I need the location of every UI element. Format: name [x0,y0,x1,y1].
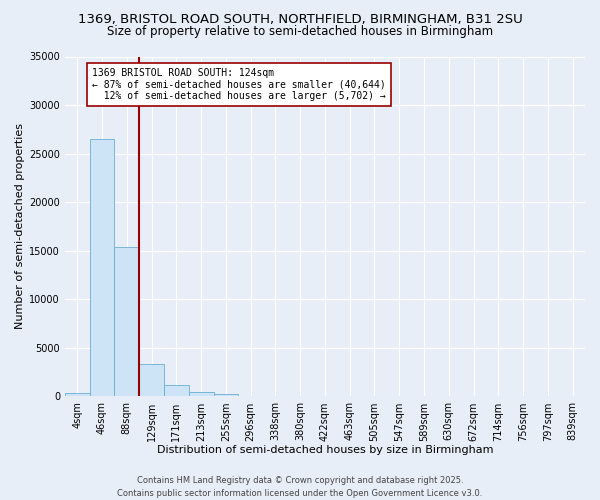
Text: 1369, BRISTOL ROAD SOUTH, NORTHFIELD, BIRMINGHAM, B31 2SU: 1369, BRISTOL ROAD SOUTH, NORTHFIELD, BI… [77,12,523,26]
Bar [65,392,89,396]
Bar [164,385,189,396]
Text: Contains HM Land Registry data © Crown copyright and database right 2025.
Contai: Contains HM Land Registry data © Crown c… [118,476,482,498]
Bar [139,364,164,396]
Text: 1369 BRISTOL ROAD SOUTH: 124sqm
← 87% of semi-detached houses are smaller (40,64: 1369 BRISTOL ROAD SOUTH: 124sqm ← 87% of… [92,68,386,102]
X-axis label: Distribution of semi-detached houses by size in Birmingham: Distribution of semi-detached houses by … [157,445,493,455]
Y-axis label: Number of semi-detached properties: Number of semi-detached properties [15,124,25,330]
Text: Size of property relative to semi-detached houses in Birmingham: Size of property relative to semi-detach… [107,25,493,38]
Bar [89,139,115,396]
Bar [115,247,139,396]
Bar [189,392,214,396]
Bar [214,394,238,396]
